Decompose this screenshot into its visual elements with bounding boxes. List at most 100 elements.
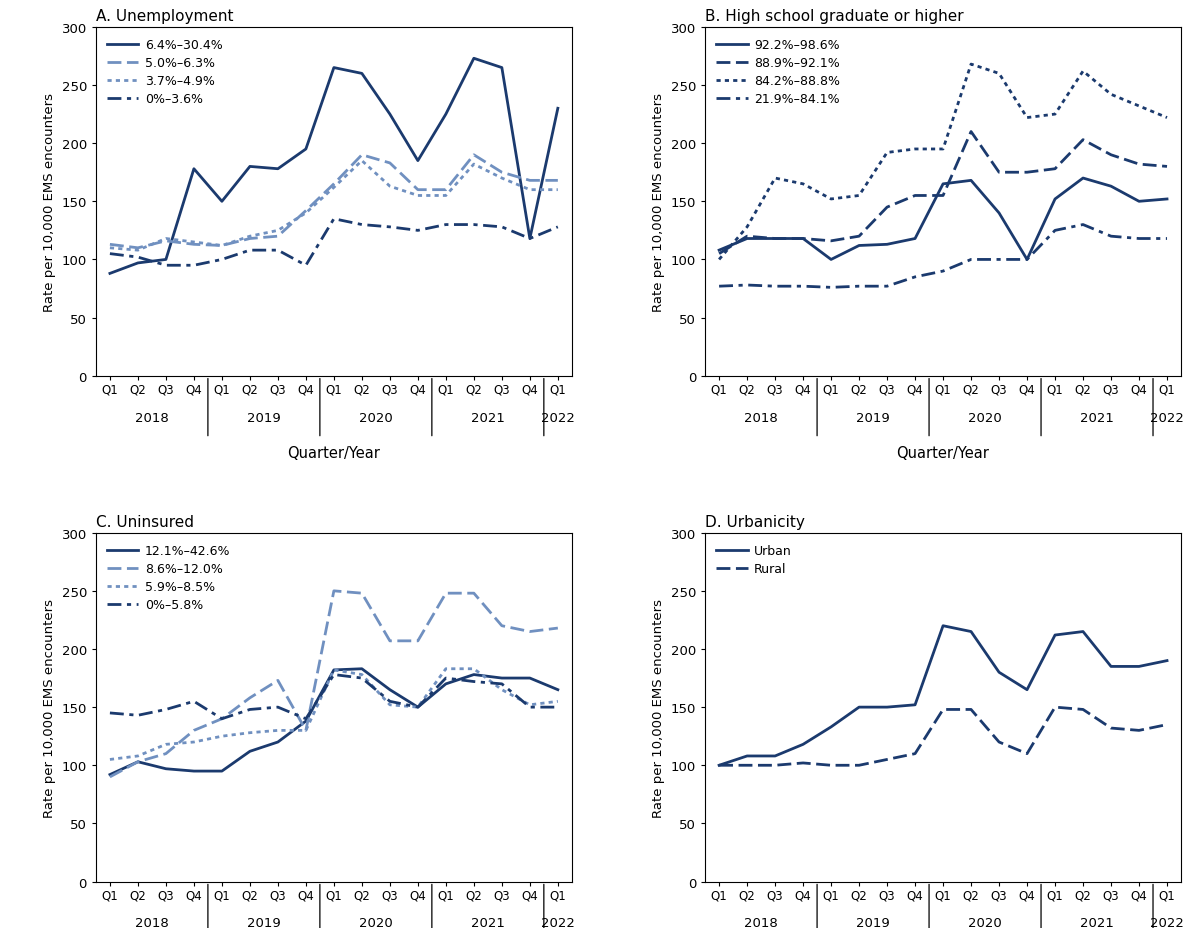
8.6%–12.0% [326,586,341,597]
8.6%–12.0% [215,714,229,725]
8.6%–12.0% [158,748,173,759]
0%–5.8% [550,702,565,713]
Text: 2020: 2020 [359,411,393,424]
5.0%–6.3% [187,239,201,251]
Text: C. Uninsured: C. Uninsured [96,514,194,529]
84.2%–88.8% [1048,110,1062,121]
92.2%–98.6% [1159,194,1174,205]
5.9%–8.5% [242,728,257,739]
88.9%–92.1% [796,234,811,245]
5.0%–6.3% [466,150,481,161]
3.7%–4.9% [523,185,537,196]
8.6%–12.0% [187,725,201,736]
92.2%–98.6% [936,179,951,190]
6.4%–30.4% [271,164,285,175]
Line: 21.9%–84.1%: 21.9%–84.1% [719,226,1167,288]
Line: 3.7%–4.9%: 3.7%–4.9% [110,161,558,251]
92.2%–98.6% [1020,254,1035,265]
3.7%–4.9% [550,185,565,196]
5.0%–6.3% [523,175,537,187]
5.0%–6.3% [242,234,257,245]
Rural [851,760,866,771]
92.2%–98.6% [1132,197,1146,208]
12.1%–42.6% [411,702,426,713]
Line: 0%–3.6%: 0%–3.6% [110,220,558,266]
21.9%–84.1% [796,281,811,292]
Urban [908,700,922,711]
3.7%–4.9% [103,243,118,254]
0%–5.8% [158,704,173,715]
Text: A. Unemployment: A. Unemployment [96,9,234,24]
Text: 2021: 2021 [1080,917,1114,928]
12.1%–42.6% [466,669,481,680]
Urban [767,751,782,762]
Line: 5.9%–8.5%: 5.9%–8.5% [110,669,558,760]
Y-axis label: Rate per 10,000 EMS encounters: Rate per 10,000 EMS encounters [43,93,56,312]
3.7%–4.9% [242,231,257,242]
88.9%–92.1% [964,127,978,138]
Text: Quarter/Year: Quarter/Year [897,446,989,461]
84.2%–88.8% [740,222,754,233]
0%–5.8% [299,714,313,725]
Text: 2022: 2022 [541,917,574,928]
21.9%–84.1% [880,281,894,292]
21.9%–84.1% [936,266,951,277]
Rural [1104,723,1119,734]
5.0%–6.3% [495,167,510,178]
Urban [796,739,811,750]
6.4%–30.4% [495,63,510,74]
Line: Rural: Rural [719,707,1167,766]
12.1%–42.6% [299,715,313,727]
Text: 2021: 2021 [1080,411,1114,424]
5.9%–8.5% [495,684,510,695]
3.7%–4.9% [187,238,201,249]
0%–3.6% [299,261,313,272]
6.4%–30.4% [550,104,565,115]
92.2%–98.6% [880,239,894,251]
Line: 0%–5.8%: 0%–5.8% [110,675,558,719]
84.2%–88.8% [1076,67,1090,78]
84.2%–88.8% [1020,113,1035,124]
3.7%–4.9% [158,234,173,245]
Rural [712,760,727,771]
Rural [1076,704,1090,715]
5.0%–6.3% [271,231,285,242]
Urban [1132,661,1146,672]
88.9%–92.1% [767,234,782,245]
21.9%–84.1% [964,254,978,265]
88.9%–92.1% [851,231,866,242]
92.2%–98.6% [824,254,838,265]
Rural [1020,748,1035,759]
92.2%–98.6% [908,234,922,245]
6.4%–30.4% [355,69,369,80]
84.2%–88.8% [851,190,866,201]
8.6%–12.0% [131,756,145,767]
Urban [851,702,866,713]
Line: 92.2%–98.6%: 92.2%–98.6% [719,179,1167,260]
5.9%–8.5% [355,669,369,680]
12.1%–42.6% [326,664,341,676]
6.4%–30.4% [523,234,537,245]
21.9%–84.1% [1132,234,1146,245]
88.9%–92.1% [908,190,922,201]
0%–5.8% [103,708,118,719]
3.7%–4.9% [355,156,369,167]
Text: B. High school graduate or higher: B. High school graduate or higher [705,9,964,24]
0%–3.6% [103,249,118,260]
5.9%–8.5% [299,725,313,736]
21.9%–84.1% [1048,226,1062,237]
3.7%–4.9% [382,181,397,192]
Rural [880,754,894,766]
Line: 88.9%–92.1%: 88.9%–92.1% [719,133,1167,254]
5.0%–6.3% [299,206,313,217]
Text: 2022: 2022 [1150,411,1183,424]
Text: 2018: 2018 [135,917,169,928]
Legend: 6.4%–30.4%, 5.0%–6.3%, 3.7%–4.9%, 0%–3.6%: 6.4%–30.4%, 5.0%–6.3%, 3.7%–4.9%, 0%–3.6… [102,34,228,111]
12.1%–42.6% [495,673,510,684]
Rural [1132,725,1146,736]
12.1%–42.6% [550,684,565,695]
5.9%–8.5% [187,737,201,748]
5.9%–8.5% [466,664,481,675]
88.9%–92.1% [992,167,1006,178]
84.2%–88.8% [964,59,978,71]
